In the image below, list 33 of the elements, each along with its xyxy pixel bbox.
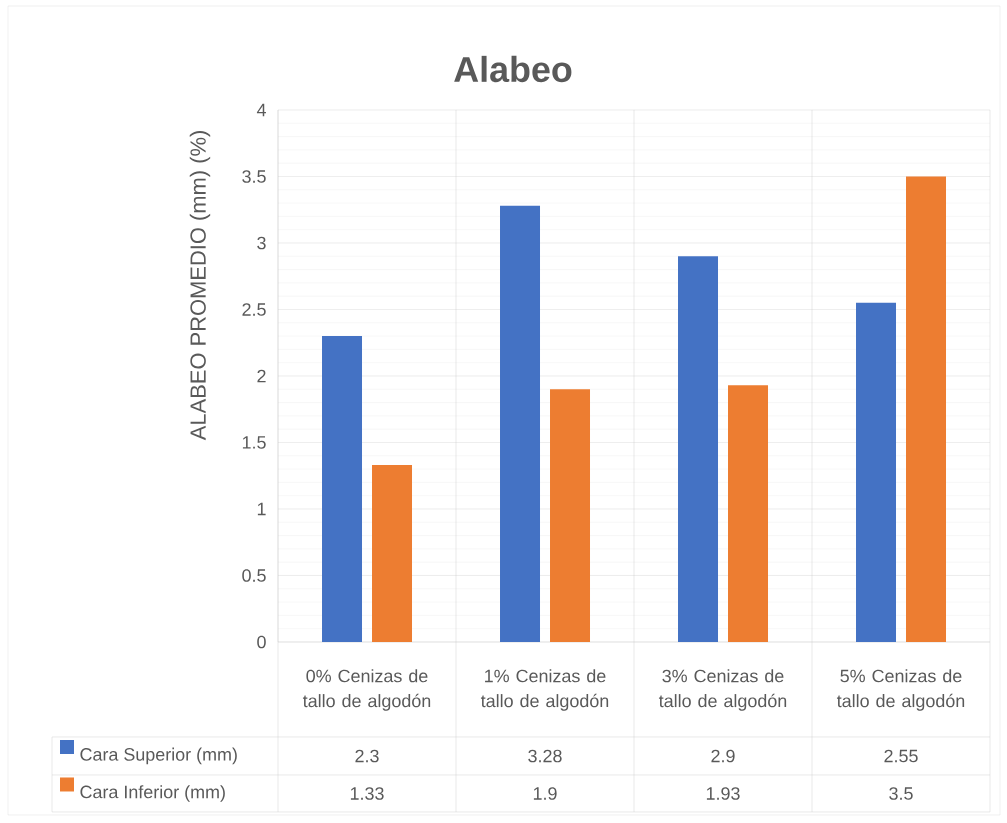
data-label: 2.9	[711, 749, 735, 763]
x-tick-label: 5% Cenizas de tallo de algodón	[836, 669, 965, 711]
legend-label: Cara Superior (mm)	[80, 747, 237, 765]
bar	[372, 465, 413, 642]
bar	[500, 205, 541, 642]
y-tick-label: 3.5	[242, 170, 266, 183]
y-tick-label: 2	[257, 369, 266, 383]
y-tick-label: 1.5	[242, 436, 266, 449]
data-label: 2.3	[355, 749, 379, 763]
data-label: 3.28	[528, 749, 562, 763]
bar	[906, 176, 947, 642]
y-axis-title: ALABEO PROMEDIO (mm) (%)	[189, 131, 211, 441]
y-tick-label: 0.5	[242, 569, 266, 582]
legend-label: Cara Inferior (mm)	[80, 785, 225, 802]
bar	[856, 302, 897, 642]
bar	[322, 336, 363, 642]
y-tick-label: 3	[257, 236, 266, 250]
data-label: 1.9	[533, 787, 557, 800]
x-tick-label: 1% Cenizas de tallo de algodón	[480, 669, 609, 711]
data-label: 2.55	[884, 749, 918, 763]
data-label: 3.5	[889, 787, 913, 800]
y-tick-label: 1	[257, 502, 266, 516]
x-tick-label: 3% Cenizas de tallo de algodón	[658, 669, 787, 711]
chart-title: Alabeo	[454, 55, 572, 83]
y-tick-label: 0	[257, 635, 266, 649]
bar	[678, 256, 719, 642]
y-tick-label: 2.5	[242, 303, 266, 316]
data-label: 1.33	[350, 787, 384, 800]
data-label: 1.93	[706, 787, 740, 800]
y-tick-label: 4	[256, 103, 266, 117]
bar	[728, 385, 769, 642]
bar	[550, 389, 591, 642]
x-tick-label: 0% Cenizas de tallo de algodón	[302, 669, 431, 711]
